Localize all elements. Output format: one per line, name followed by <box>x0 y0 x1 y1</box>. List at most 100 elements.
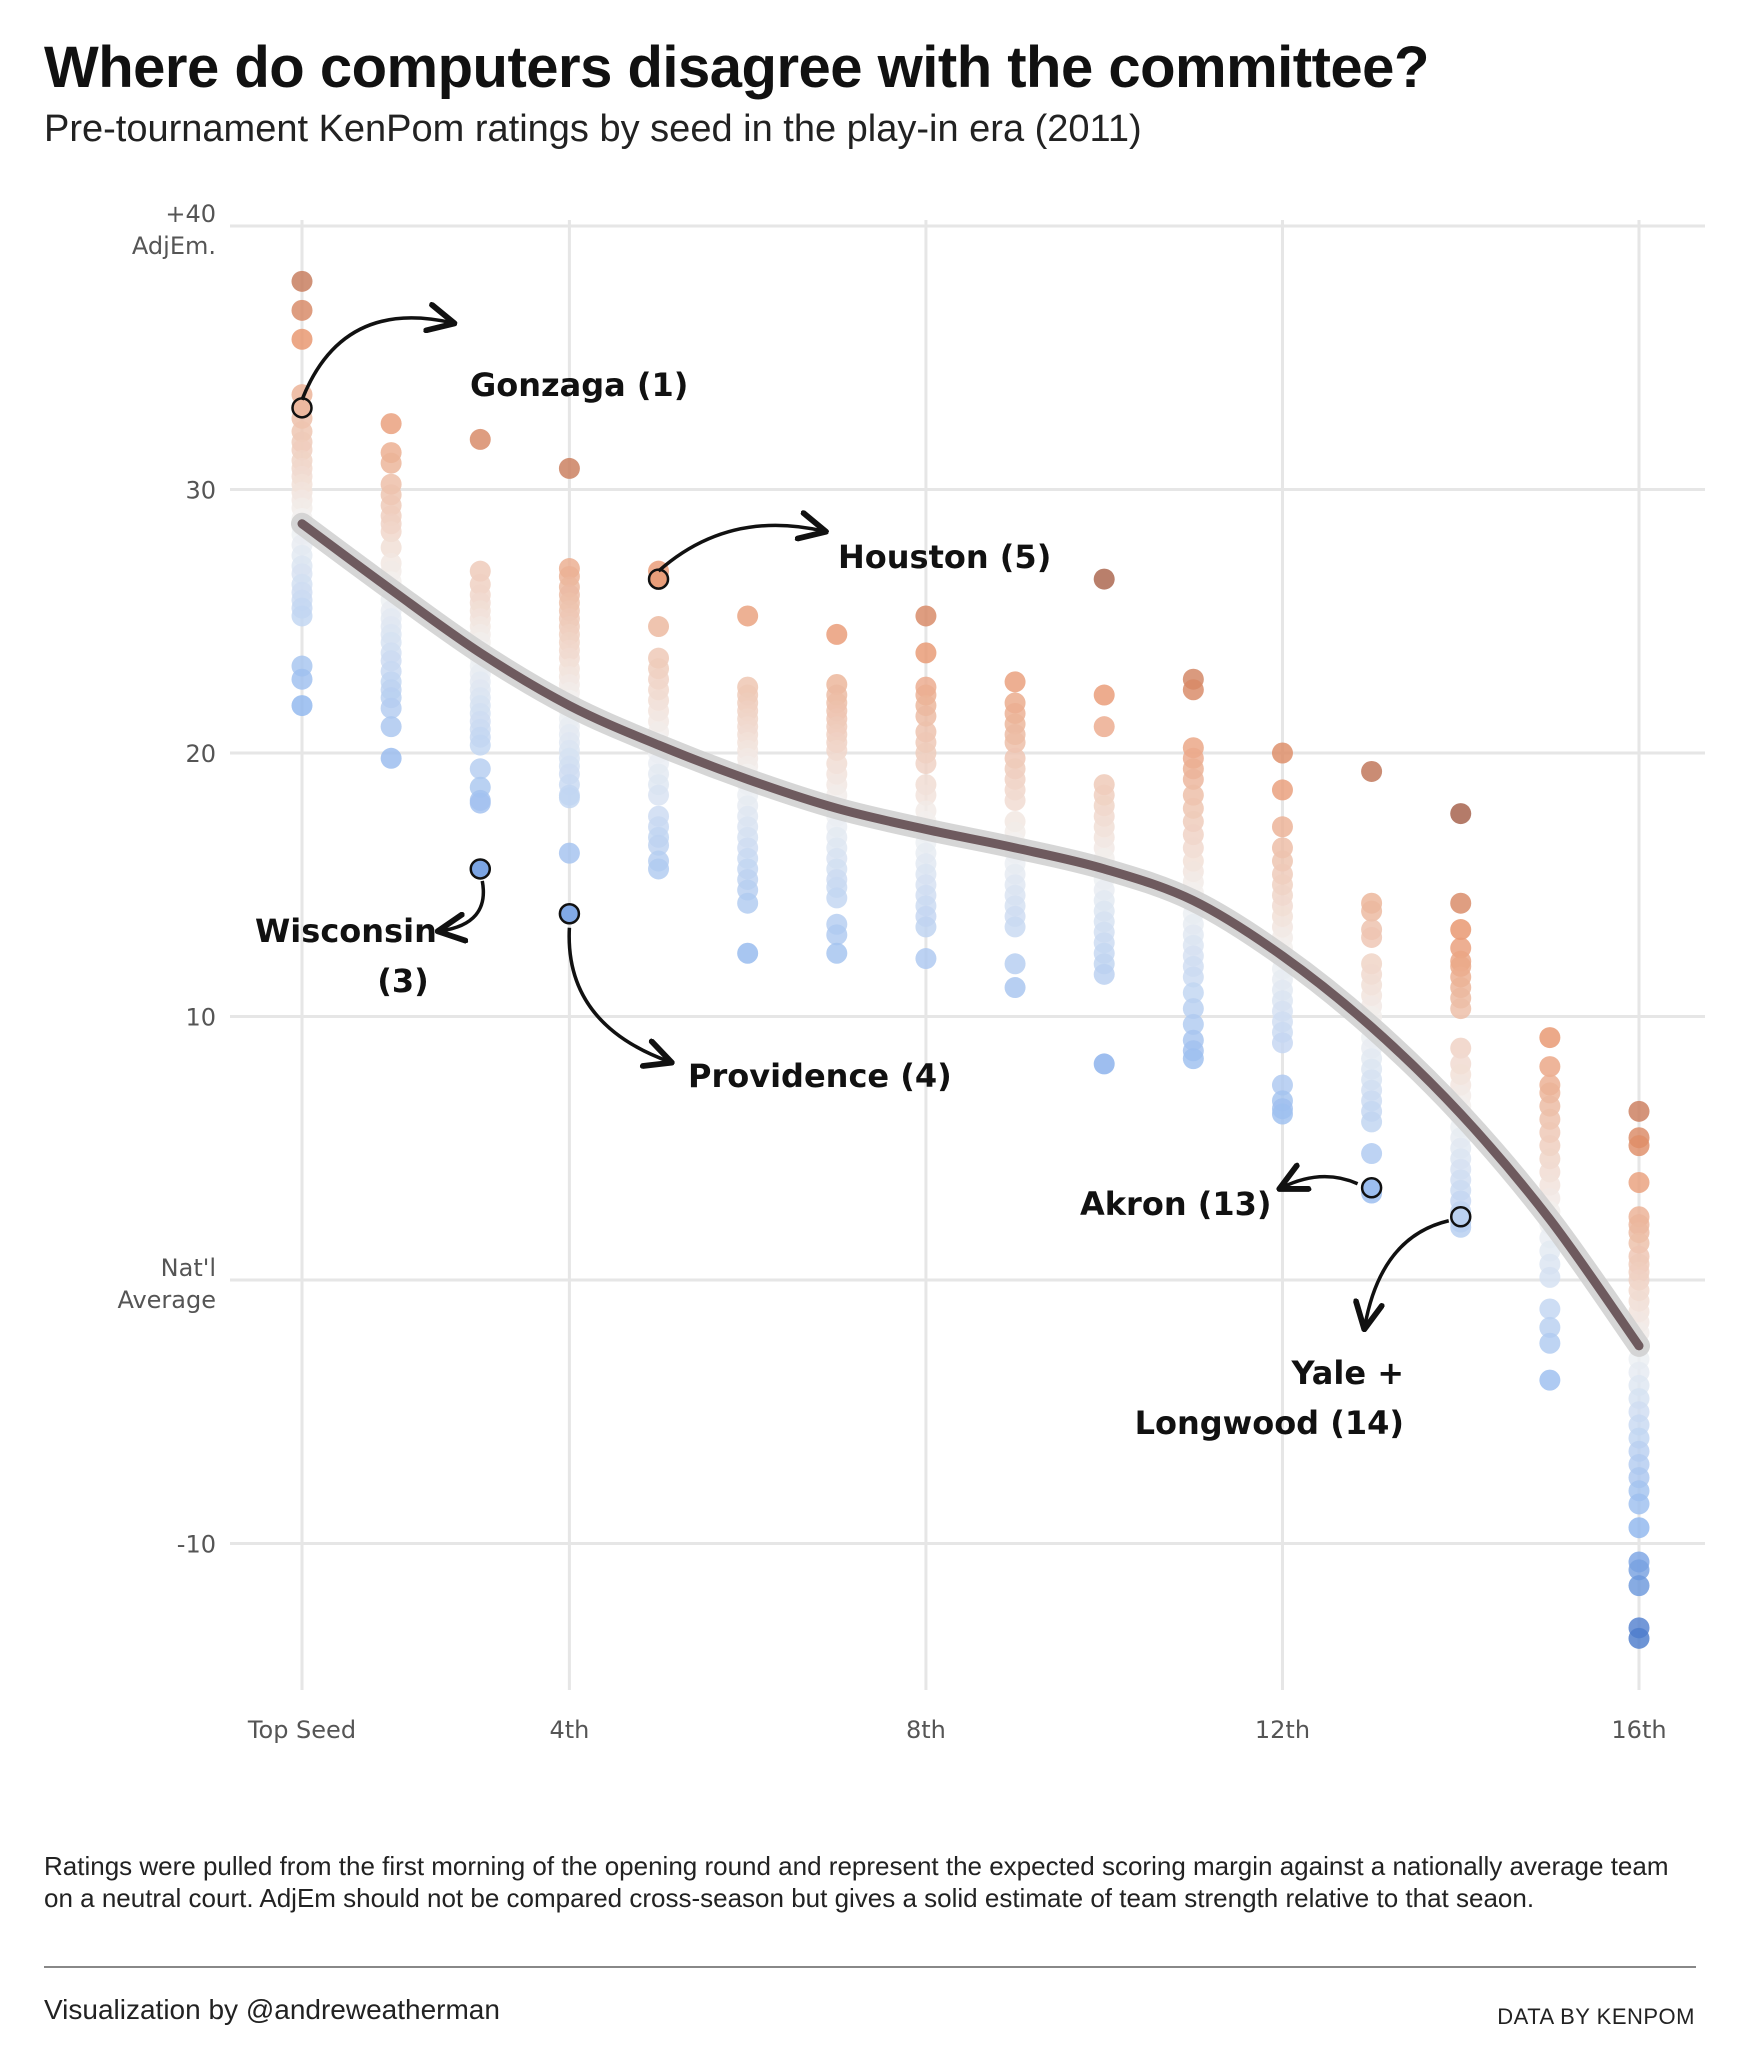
team-point <box>1182 1048 1204 1070</box>
team-point <box>1628 1575 1650 1597</box>
team-point <box>1450 892 1472 914</box>
team-point <box>1004 671 1026 693</box>
team-point <box>648 616 670 638</box>
annotation-arrow <box>1282 1177 1359 1188</box>
chart-title: Where do computers disagree with the com… <box>44 35 1429 100</box>
team-point <box>1450 998 1472 1020</box>
annotation-label: Longwood (14) <box>1135 1404 1404 1442</box>
footnote: Ratings were pulled from the first morni… <box>44 1851 1669 1913</box>
annotations: Gonzaga (1) Houston (5) Wisconsin (3) Provid… <box>255 318 1472 1442</box>
y-tick-label: 30 <box>185 477 216 505</box>
annotation-arrow <box>657 525 824 573</box>
team-point <box>291 270 313 292</box>
team-point <box>1004 731 1026 753</box>
team-point <box>737 605 759 627</box>
y-tick-label: Nat'l <box>161 1254 216 1282</box>
team-point <box>291 328 313 350</box>
annotation-arrow <box>567 927 669 1062</box>
annotation-label: Akron (13) <box>1080 1185 1272 1223</box>
team-point <box>1361 900 1383 922</box>
team-point <box>380 716 402 738</box>
team-point <box>1539 1369 1561 1391</box>
team-point <box>380 536 402 558</box>
x-tick-label: Top Seed <box>247 1716 356 1744</box>
team-point <box>1271 779 1293 801</box>
data-points <box>291 270 1650 1649</box>
annotation-label: Gonzaga (1) <box>470 366 688 404</box>
trend-line <box>291 512 1650 1357</box>
team-point <box>1093 716 1115 738</box>
team-point <box>826 887 848 909</box>
chart-subtitle: Pre-tournament KenPom ratings by seed in… <box>44 108 1142 150</box>
y-tick-sublabel: Average <box>117 1286 216 1314</box>
y-tick-label: +40 <box>165 200 216 228</box>
annotation-arrow <box>440 880 486 931</box>
team-point <box>1361 1111 1383 1133</box>
team-point <box>737 942 759 964</box>
highlighted-team-point <box>1360 1177 1383 1199</box>
team-point <box>1004 916 1026 938</box>
highlighted-team-point <box>558 902 581 925</box>
team-point <box>1182 1013 1204 1035</box>
team-point <box>469 758 491 780</box>
team-point <box>469 428 491 450</box>
team-point <box>1093 568 1115 590</box>
team-point <box>1628 1135 1650 1157</box>
team-point <box>1093 1053 1115 1075</box>
x-tick-label: 12th <box>1255 1716 1310 1744</box>
annotation-label: Wisconsin <box>255 912 437 950</box>
x-tick-label: 16th <box>1611 1716 1666 1744</box>
scatter-chart: +40 AdjEm. 30 20 10 Nat'l Average -10 Top Seed 4t… <box>117 200 1705 1744</box>
team-point <box>1271 1103 1293 1125</box>
team-point <box>1539 1316 1561 1338</box>
team-point <box>1361 926 1383 948</box>
team-point <box>558 787 580 809</box>
team-point <box>291 668 313 690</box>
team-point <box>1539 1332 1561 1354</box>
team-point <box>1361 760 1383 782</box>
annotation-label: (3) <box>377 962 429 1000</box>
team-point <box>1450 919 1472 941</box>
team-point <box>915 784 937 806</box>
team-point <box>1182 966 1204 988</box>
team-point <box>1628 1627 1650 1649</box>
team-point <box>469 792 491 814</box>
team-point <box>1182 679 1204 701</box>
team-point <box>1628 1172 1650 1194</box>
y-tick-label: -10 <box>177 1531 216 1559</box>
annotation-label: Providence (4) <box>688 1057 952 1095</box>
team-point <box>1004 977 1026 999</box>
annotation-label: Yale + <box>1291 1354 1404 1392</box>
team-point <box>1539 1266 1561 1288</box>
highlighted-team-point <box>469 858 492 880</box>
team-point <box>558 457 580 479</box>
team-point <box>1628 1493 1650 1515</box>
annotation-arrow <box>1365 1219 1450 1327</box>
team-point <box>380 452 402 474</box>
team-point <box>1628 1559 1650 1581</box>
team-point <box>1271 1032 1293 1054</box>
team-point <box>826 924 848 946</box>
team-point <box>1628 1100 1650 1122</box>
team-point <box>1093 684 1115 706</box>
team-point <box>915 948 937 970</box>
team-point <box>648 784 670 806</box>
team-point <box>291 299 313 321</box>
gridlines <box>230 220 1705 1690</box>
y-tick-label: 10 <box>185 1004 216 1032</box>
team-point <box>737 892 759 914</box>
team-point <box>1539 1056 1561 1078</box>
team-point <box>915 642 937 664</box>
team-point <box>1628 1517 1650 1539</box>
team-point <box>1271 816 1293 838</box>
team-point <box>291 695 313 717</box>
team-point <box>1539 1027 1561 1049</box>
team-point <box>826 942 848 964</box>
team-point <box>1361 1143 1383 1165</box>
credit: Visualization by @andreweatherman <box>44 1994 500 2025</box>
team-point <box>915 753 937 775</box>
team-point <box>1182 998 1204 1020</box>
team-point <box>291 605 313 627</box>
team-point <box>1004 953 1026 975</box>
team-point <box>380 413 402 435</box>
